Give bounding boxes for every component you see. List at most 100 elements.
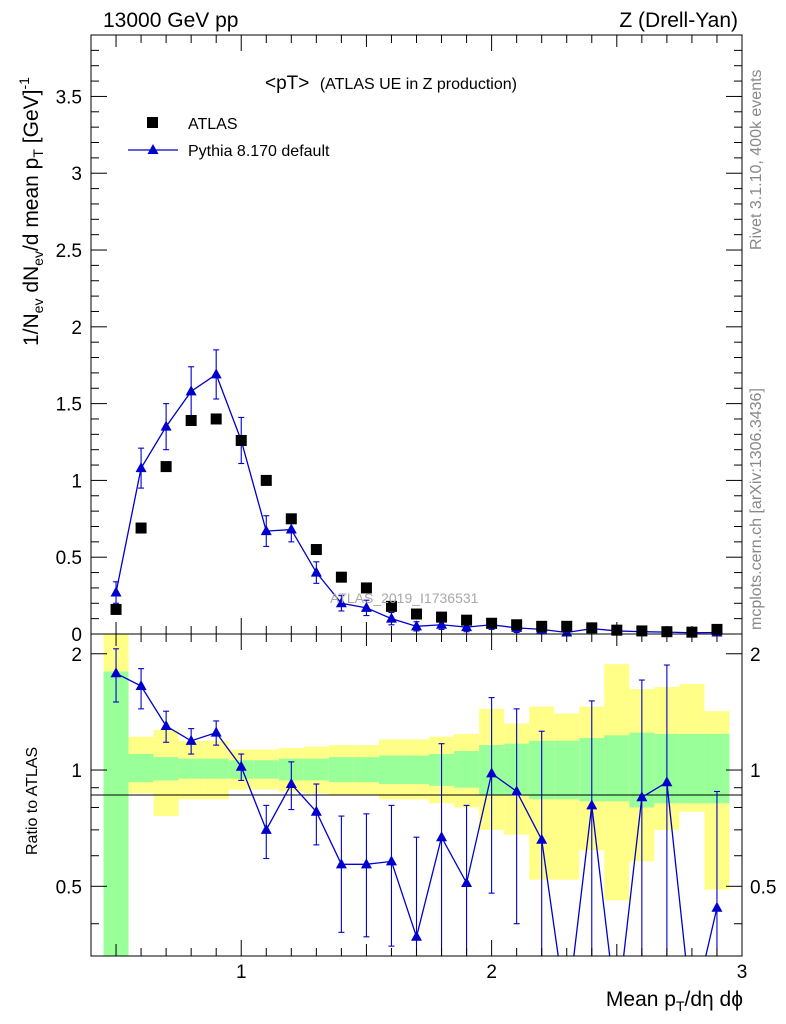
- atlas-point: [310, 544, 322, 556]
- pythia-point: [185, 385, 197, 396]
- ratio-band-inner: [554, 740, 580, 800]
- ratio-band-inner: [403, 755, 430, 785]
- main-y-tick-label: 3.5: [56, 87, 82, 108]
- ratio-band-inner: [203, 758, 229, 779]
- ratio-point: [210, 726, 222, 737]
- atlas-point: [611, 624, 623, 636]
- pythia-point: [411, 620, 422, 631]
- atlas-point: [436, 611, 448, 623]
- ratio-y-tick-label-left: 1: [71, 761, 82, 782]
- main-ticks: 0 0.5 1 1.5 2 2.5 3 3.5: [56, 34, 743, 646]
- ratio-band-inner: [328, 757, 354, 783]
- analysis-watermark: ATLAS_2019_I1736531: [330, 590, 479, 606]
- legend-pythia-label: Pythia 8.170 default: [188, 143, 330, 160]
- ratio-band-inner: [178, 758, 204, 779]
- pythia-point: [310, 566, 322, 577]
- atlas-point: [260, 474, 272, 486]
- main-title-group: <pT> (ATLAS UE in Z production): [265, 73, 517, 94]
- atlas-point: [160, 461, 172, 473]
- ratio-point: [135, 680, 147, 691]
- atlas-point: [285, 513, 297, 525]
- pythia-point: [135, 462, 147, 473]
- main-y-tick-label: 1.5: [56, 395, 82, 416]
- ratio-point: [260, 823, 272, 834]
- pythia-point: [210, 368, 222, 379]
- ratio-band-inner: [604, 735, 630, 802]
- atlas-point: [636, 625, 648, 637]
- ratio-point: [360, 858, 372, 869]
- header-right: Z (Drell-Yan): [619, 9, 738, 32]
- main-y-tick-label: 2.5: [56, 241, 82, 262]
- ratio-point: [486, 767, 498, 778]
- ratio-y-tick-label-right: 1: [750, 761, 761, 782]
- ratio-band-inner: [353, 757, 379, 783]
- ratio-point: [310, 805, 322, 816]
- ratio-point: [461, 876, 473, 887]
- ratio-point: [636, 791, 648, 802]
- atlas-point: [561, 620, 573, 632]
- ratio-point: [511, 785, 523, 796]
- mcplots-label: mcplots.cern.ch [arXiv:1306.3436]: [748, 388, 765, 630]
- ratio-band-inner: [103, 671, 129, 956]
- x-tick-label: 3: [737, 962, 748, 983]
- atlas-point: [360, 582, 372, 594]
- legend-atlas-label: ATLAS: [188, 116, 238, 133]
- ratio-point: [711, 901, 723, 912]
- ratio-y-tick-label-left: 2: [71, 645, 82, 666]
- pythia-point: [335, 597, 347, 608]
- ratio-point: [285, 778, 297, 789]
- x-tick-label: 1: [236, 962, 247, 983]
- header-left: 13000 GeV pp: [103, 9, 238, 32]
- ratio-point: [536, 833, 548, 844]
- atlas-point: [110, 603, 122, 615]
- pythia-point: [385, 612, 397, 623]
- main-y-tick-label: 0: [71, 625, 82, 646]
- ratio-y-axis-label: Ratio to ATLAS: [24, 747, 41, 855]
- atlas-point: [385, 600, 397, 612]
- ratio-band-inner: [303, 758, 329, 781]
- ratio-point: [586, 799, 598, 810]
- ratio-point: [335, 858, 347, 869]
- ratio-band-inner: [679, 733, 705, 804]
- ratio-band-inner: [253, 760, 279, 779]
- ratio-point: [411, 930, 422, 941]
- ratio-y-tick-label-left: 0.5: [56, 877, 82, 898]
- legend-atlas-marker: [147, 117, 158, 128]
- main-title: <pT>: [265, 73, 309, 94]
- ratio-band-inner: [378, 755, 404, 785]
- main-y-axis-label: 1/Nev dNev/d mean pT [GeV]-1: [16, 77, 46, 346]
- pythia-point: [110, 586, 122, 597]
- main-y-tick-label: 0.5: [56, 548, 82, 569]
- pythia-point: [160, 420, 172, 431]
- ratio-band-inner: [454, 751, 480, 788]
- ratio-y-tick-label-right: 0.5: [750, 877, 776, 898]
- ratio-frame: [90, 633, 743, 957]
- main-marks: [110, 349, 723, 638]
- ratio-point: [235, 760, 247, 771]
- atlas-point: [511, 619, 523, 631]
- atlas-point: [210, 413, 222, 425]
- pythia-point: [461, 621, 473, 632]
- ratio-point: [160, 720, 172, 731]
- ratio-ticks: 0.5 0.5 1 1 2 2 1 2 3: [56, 634, 776, 983]
- ratio-point: [436, 831, 448, 842]
- atlas-point: [536, 620, 548, 632]
- pythia-point: [285, 523, 297, 534]
- main-subtitle: (ATLAS UE in Z production): [320, 76, 517, 93]
- pythia-point: [260, 525, 272, 536]
- ratio-marks: [110, 648, 723, 956]
- atlas-point: [135, 522, 147, 534]
- ratio-band-inner: [153, 757, 179, 781]
- main-y-tick-label: 3: [71, 164, 82, 185]
- atlas-point: [461, 614, 473, 626]
- atlas-point: [711, 623, 723, 635]
- ratio-point: [385, 855, 397, 866]
- main-panel: 0 0.5 1 1.5 2 2.5 3 3.5 <pT> (ATLAS UE in Z pro…: [16, 34, 743, 646]
- ratio-y-tick-label-right: 2: [750, 645, 761, 666]
- pythia-point: [360, 601, 372, 612]
- pythia-point: [436, 618, 448, 629]
- atlas-point: [586, 622, 598, 634]
- ratio-band-inner: [128, 754, 154, 783]
- x-axis-label: Mean pT/dη dϕ: [606, 988, 743, 1014]
